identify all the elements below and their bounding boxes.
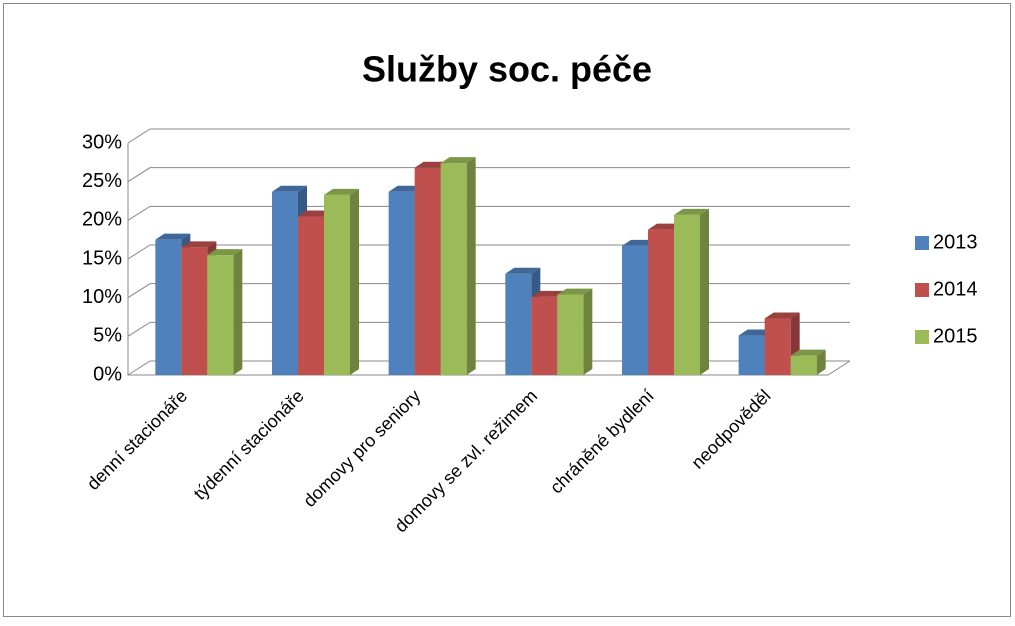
y-tick-label: 0%	[93, 363, 122, 385]
legend-swatch	[915, 283, 929, 297]
bar-top	[790, 349, 826, 356]
bar	[790, 349, 826, 375]
y-tick-label: 5%	[93, 325, 122, 347]
legend-swatch	[915, 236, 929, 250]
bar-front	[324, 194, 350, 375]
bar-side	[350, 188, 359, 375]
bar-top	[764, 312, 800, 319]
bar-top	[207, 249, 243, 256]
bar-top	[155, 233, 191, 240]
bar-front	[557, 294, 584, 375]
bar-top	[505, 267, 541, 274]
legend-label: 2014	[933, 278, 978, 300]
bar-front	[674, 214, 700, 375]
bar-front	[648, 229, 674, 375]
legend-swatch	[915, 330, 929, 344]
bar-top	[324, 188, 359, 195]
grid-line	[127, 128, 850, 144]
bar-front	[738, 335, 765, 375]
grid-line	[127, 167, 850, 183]
legend-label: 2015	[933, 325, 978, 347]
bar-front	[181, 247, 208, 375]
bar-side	[233, 249, 243, 375]
bar-top	[272, 185, 307, 192]
chart-title: Služby soc. péče	[362, 49, 652, 90]
bar-front	[207, 255, 234, 375]
y-tick-label: 25%	[82, 170, 122, 192]
legend-label: 2013	[933, 231, 978, 253]
bar-front	[622, 245, 648, 375]
bar-top	[440, 157, 476, 164]
bar-top	[181, 241, 217, 248]
y-tick-label: 10%	[82, 286, 122, 308]
bar-side	[700, 208, 709, 375]
bar-front	[414, 167, 441, 375]
bar-front	[790, 355, 817, 375]
bar-side	[816, 349, 826, 375]
bar	[207, 249, 243, 375]
bar	[440, 157, 476, 375]
grid-line	[127, 244, 850, 260]
bar-front	[272, 191, 298, 375]
bar-front	[298, 216, 324, 375]
bar-front	[531, 296, 558, 375]
bar-top	[674, 208, 709, 215]
bar-side	[466, 157, 476, 375]
y-tick-label: 30%	[82, 131, 122, 153]
bar-side	[583, 288, 593, 375]
bar	[324, 188, 359, 375]
y-tick-label: 15%	[82, 247, 122, 269]
bar	[674, 208, 709, 375]
grid-line	[127, 205, 850, 221]
grid-line	[127, 321, 850, 337]
bar	[557, 288, 593, 375]
bar-front	[505, 273, 532, 375]
bar-front	[155, 239, 182, 375]
grid-line	[127, 360, 850, 376]
bar-front	[388, 191, 415, 375]
bar-front	[440, 163, 467, 375]
grid-line	[127, 283, 850, 299]
y-tick-label: 20%	[82, 209, 122, 231]
bar-top	[557, 288, 593, 295]
bar-front	[764, 318, 791, 375]
